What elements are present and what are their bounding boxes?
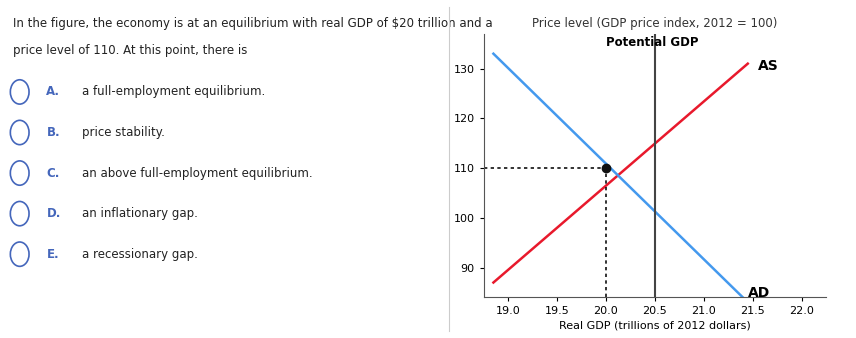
- Text: price stability.: price stability.: [82, 126, 165, 139]
- Text: a recessionary gap.: a recessionary gap.: [82, 248, 198, 261]
- Text: C.: C.: [46, 167, 60, 179]
- Text: price level of 110. At this point, there is: price level of 110. At this point, there…: [13, 44, 247, 57]
- Text: an inflationary gap.: an inflationary gap.: [82, 207, 198, 220]
- Text: A.: A.: [46, 86, 61, 98]
- Text: B.: B.: [46, 126, 60, 139]
- Text: Potential GDP: Potential GDP: [606, 36, 698, 49]
- X-axis label: Real GDP (trillions of 2012 dollars): Real GDP (trillions of 2012 dollars): [559, 321, 751, 331]
- Text: E.: E.: [46, 248, 59, 261]
- Text: AS: AS: [758, 59, 778, 73]
- Text: In the figure, the economy is at an equilibrium with real GDP of $20 trillion an: In the figure, the economy is at an equi…: [13, 17, 493, 30]
- Text: D.: D.: [46, 207, 61, 220]
- Text: an above full-employment equilibrium.: an above full-employment equilibrium.: [82, 167, 312, 179]
- Text: a full-employment equilibrium.: a full-employment equilibrium.: [82, 86, 265, 98]
- Title: Price level (GDP price index, 2012 = 100): Price level (GDP price index, 2012 = 100…: [532, 17, 777, 30]
- Text: AD: AD: [748, 286, 770, 300]
